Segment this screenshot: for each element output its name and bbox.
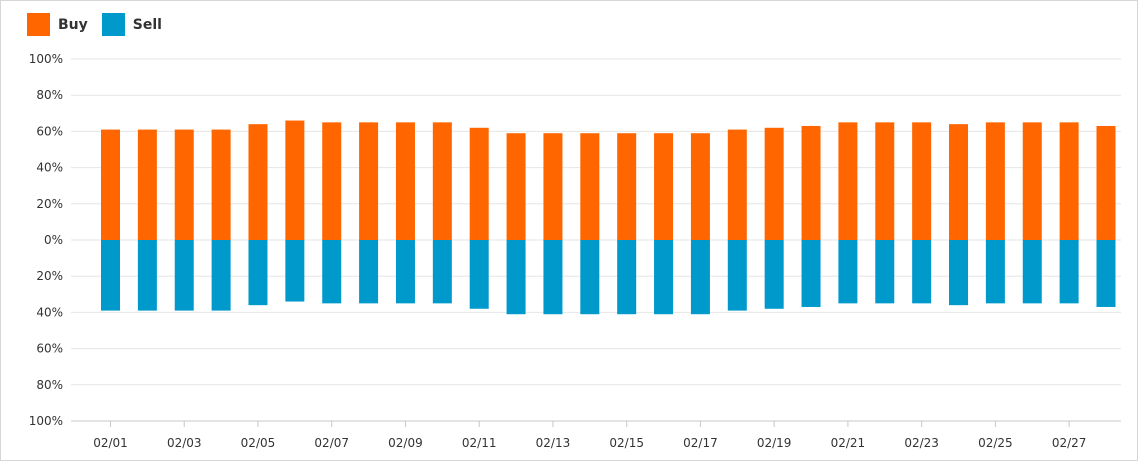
bar-sell[interactable] <box>543 240 563 315</box>
bar-buy[interactable] <box>580 133 600 240</box>
x-tick-label: 02/23 <box>904 436 939 450</box>
bar-buy[interactable] <box>1059 122 1079 240</box>
bar-buy[interactable] <box>285 120 305 240</box>
legend-swatch-buy <box>27 13 50 36</box>
x-tick-label: 02/27 <box>1052 436 1087 450</box>
bar-sell[interactable] <box>690 240 710 315</box>
legend-item-buy[interactable]: Buy <box>27 13 88 36</box>
legend: Buy Sell <box>27 13 162 36</box>
legend-swatch-sell <box>101 13 125 36</box>
legend-label-buy: Buy <box>58 16 88 33</box>
bar-sell[interactable] <box>174 240 194 311</box>
bar-sell[interactable] <box>506 240 526 315</box>
bar-buy[interactable] <box>875 122 895 240</box>
bar-sell[interactable] <box>101 240 120 311</box>
bar-buy[interactable] <box>727 129 747 240</box>
x-tick-label: 02/15 <box>609 436 644 450</box>
bar-buy[interactable] <box>248 124 268 240</box>
y-tick-label: 100% <box>29 52 63 66</box>
x-tick-label: 02/13 <box>536 436 571 450</box>
y-tick-label: 80% <box>36 378 63 392</box>
bar-sell[interactable] <box>211 240 231 311</box>
bar-sell[interactable] <box>985 240 1005 304</box>
bar-sell[interactable] <box>322 240 342 304</box>
x-tick-label: 02/03 <box>167 436 202 450</box>
x-tick-label: 02/01 <box>93 436 128 450</box>
bar-sell[interactable] <box>137 240 157 311</box>
x-tick-label: 02/05 <box>241 436 276 450</box>
y-tick-label: 20% <box>36 197 63 211</box>
bar-sell[interactable] <box>764 240 784 309</box>
y-tick-label: 40% <box>36 161 63 175</box>
bar-sell[interactable] <box>875 240 895 304</box>
y-tick-label: 40% <box>36 305 63 319</box>
legend-item-sell[interactable]: Sell <box>101 13 162 36</box>
bar-buy[interactable] <box>838 122 858 240</box>
bar-buy[interactable] <box>211 129 231 240</box>
bar-sell[interactable] <box>580 240 600 315</box>
bar-sell[interactable] <box>654 240 674 315</box>
bar-buy[interactable] <box>174 129 194 240</box>
bar-buy[interactable] <box>654 133 674 240</box>
bar-sell[interactable] <box>949 240 969 306</box>
y-tick-label: 100% <box>29 414 63 428</box>
bar-sell[interactable] <box>838 240 858 304</box>
bar-buy[interactable] <box>1022 122 1042 240</box>
bar-sell[interactable] <box>359 240 379 304</box>
bar-sell[interactable] <box>727 240 747 311</box>
bar-buy[interactable] <box>432 122 452 240</box>
x-tick-label: 02/11 <box>462 436 497 450</box>
x-tick-label: 02/17 <box>683 436 718 450</box>
y-tick-label: 60% <box>36 342 63 356</box>
bar-buy[interactable] <box>985 122 1005 240</box>
y-tick-label: 20% <box>36 269 63 283</box>
bar-sell[interactable] <box>801 240 821 307</box>
y-tick-label: 60% <box>36 124 63 138</box>
x-tick-label: 02/21 <box>831 436 866 450</box>
bar-buy[interactable] <box>469 127 489 240</box>
bar-buy[interactable] <box>1096 125 1116 240</box>
x-tick-label: 02/19 <box>757 436 792 450</box>
bar-buy[interactable] <box>322 122 342 240</box>
bar-buy[interactable] <box>764 127 784 240</box>
x-tick-label: 02/09 <box>388 436 423 450</box>
bar-sell[interactable] <box>285 240 305 302</box>
y-tick-label: 0% <box>44 233 63 247</box>
bar-buy[interactable] <box>395 122 415 240</box>
x-tick-label: 02/07 <box>314 436 349 450</box>
bar-buy[interactable] <box>949 124 969 240</box>
bar-buy[interactable] <box>506 133 526 240</box>
bar-buy[interactable] <box>137 129 157 240</box>
x-tick-label: 02/25 <box>978 436 1013 450</box>
bar-sell[interactable] <box>395 240 415 304</box>
bar-sell[interactable] <box>469 240 489 309</box>
y-tick-label: 80% <box>36 88 63 102</box>
bar-sell[interactable] <box>1059 240 1079 304</box>
bar-sell[interactable] <box>1022 240 1042 304</box>
bar-sell[interactable] <box>1096 240 1116 307</box>
bar-sell[interactable] <box>912 240 932 304</box>
bar-sell[interactable] <box>432 240 452 304</box>
bar-buy[interactable] <box>801 125 821 240</box>
bar-buy[interactable] <box>690 133 710 240</box>
bar-buy[interactable] <box>543 133 563 240</box>
bar-sell[interactable] <box>248 240 268 306</box>
bar-buy[interactable] <box>359 122 379 240</box>
bar-buy[interactable] <box>617 133 637 240</box>
bar-sell[interactable] <box>617 240 637 315</box>
bar-buy[interactable] <box>912 122 932 240</box>
bar-buy[interactable] <box>101 129 120 240</box>
legend-label-sell: Sell <box>132 16 162 33</box>
